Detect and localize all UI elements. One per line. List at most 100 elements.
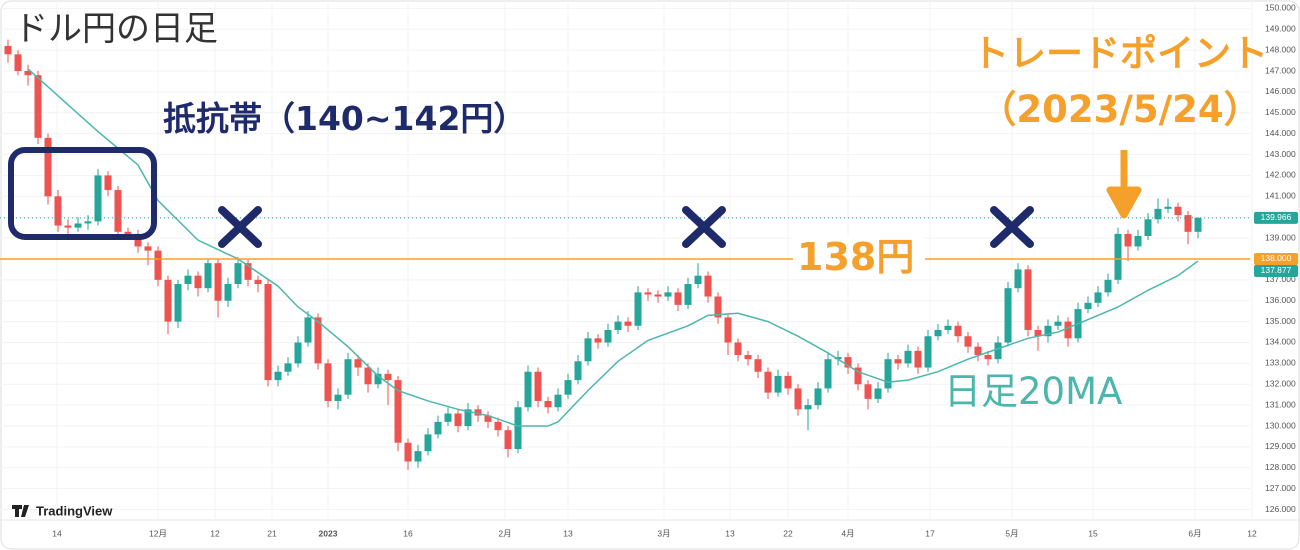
candle-body: [254, 279, 262, 285]
candle-body: [284, 363, 292, 372]
candle-body: [854, 367, 862, 385]
trade-arrow: [1106, 150, 1142, 219]
candle-body: [634, 292, 642, 326]
candle-body: [14, 54, 22, 72]
y-tick-label: 145.000: [1265, 107, 1296, 117]
y-tick-label: 142.000: [1265, 170, 1296, 180]
candle-body: [1014, 269, 1022, 289]
trade-date-label: （2023/5/24）: [979, 88, 1260, 131]
resistance-box: [8, 147, 157, 240]
candle-body: [84, 221, 92, 224]
candle-body: [804, 405, 812, 410]
candle-body: [274, 371, 282, 381]
candle-body: [954, 325, 962, 337]
candle-body: [584, 338, 592, 362]
candle-body: [564, 380, 572, 395]
candle-body: [484, 415, 492, 422]
level-label-bg: [793, 236, 925, 278]
candle-body: [1164, 206, 1172, 209]
candle-body: [454, 413, 462, 427]
x-tick-label: 22: [783, 528, 793, 538]
candle-body: [874, 388, 882, 399]
y-tick-label: 137.000: [1265, 274, 1296, 284]
candle-body: [554, 394, 562, 408]
y-tick-label: 127.000: [1265, 483, 1296, 493]
candle-body: [914, 350, 922, 368]
trade-point-label: トレードポイント: [972, 32, 1268, 75]
x-tick-label: 12月: [149, 528, 167, 538]
candle-body: [644, 292, 652, 295]
candle-body: [44, 137, 52, 197]
candle-body: [704, 275, 712, 297]
x-tick-label: 3月: [657, 528, 670, 538]
candle-body: [474, 409, 482, 416]
candle-body: [784, 375, 792, 389]
candle-body: [234, 263, 242, 285]
y-tick-label: 134.000: [1265, 337, 1296, 347]
x-tick-label: 21: [267, 528, 277, 538]
candle-body: [194, 275, 202, 289]
candle-body: [74, 223, 82, 228]
candle-body: [1194, 217, 1202, 232]
candle-body: [664, 292, 672, 297]
candle-body: [114, 190, 122, 232]
candle-body: [354, 359, 362, 368]
y-tick-label: 132.000: [1265, 379, 1296, 389]
price-marker: [1254, 264, 1298, 277]
logo-text: TradingView: [36, 503, 113, 518]
price-marker-label: 137.877: [1261, 265, 1292, 275]
candle-body: [444, 413, 452, 422]
candle-body: [1184, 215, 1192, 232]
candle-body: [1094, 292, 1102, 303]
y-tick-label: 126.000: [1265, 504, 1296, 514]
y-tick-label: 139.000: [1265, 232, 1296, 242]
x-tick-label: 13: [725, 528, 735, 538]
x-tick-label: 2023: [319, 528, 338, 538]
candle-body: [1124, 233, 1132, 247]
grid: 126.000 127.000 128.000 129.000 130.000 131.0…: [0, 0, 1296, 538]
x-tick-label: 12: [210, 528, 220, 538]
candle-body: [244, 263, 252, 280]
candle-body: [934, 329, 942, 337]
y-tick-label: 141.000: [1265, 191, 1296, 201]
y-tick-label: 136.000: [1265, 295, 1296, 305]
x-tick-label: 14: [52, 528, 62, 538]
resistance-label: 抵抗帯（140~142円）: [163, 99, 526, 138]
candle-body: [754, 359, 762, 372]
candle-body: [594, 338, 602, 343]
x-tick-label: 4月: [841, 528, 854, 538]
candle-body: [64, 225, 72, 228]
candle-body: [1174, 206, 1182, 216]
candle-body: [614, 321, 622, 330]
candle-body: [1044, 325, 1052, 337]
candle-body: [364, 367, 372, 385]
candle-body: [1134, 235, 1142, 247]
price-marker-label: 139.966: [1261, 212, 1292, 222]
x-tick-label: 16: [403, 528, 413, 538]
x-tick-label: 5月: [1005, 528, 1018, 538]
candle-body: [344, 359, 352, 395]
candle-body: [504, 430, 512, 449]
x-tick-label: 13: [563, 528, 573, 538]
candle-body: [724, 317, 732, 343]
y-tick-label: 130.000: [1265, 420, 1296, 430]
y-tick-label: 133.000: [1265, 358, 1296, 368]
candle-body: [54, 196, 62, 226]
candle-body: [744, 355, 752, 360]
x-tick-label: 12: [1247, 528, 1257, 538]
candle-body: [1004, 288, 1012, 343]
candle-body: [94, 175, 102, 222]
candle-body: [674, 292, 682, 305]
candle-body: [864, 384, 872, 399]
x-tick-label: 15: [1088, 528, 1098, 538]
y-tick-label: 147.000: [1265, 65, 1296, 75]
candle-body: [204, 263, 212, 289]
candle-body: [294, 342, 302, 364]
candle-body: [524, 371, 532, 408]
chart-title: ドル円の日足: [14, 9, 218, 49]
y-tick-label: 148.000: [1265, 44, 1296, 54]
ma-line: [27, 68, 1199, 427]
x-tick-label: 2月: [498, 528, 511, 538]
candle-body: [794, 388, 802, 410]
